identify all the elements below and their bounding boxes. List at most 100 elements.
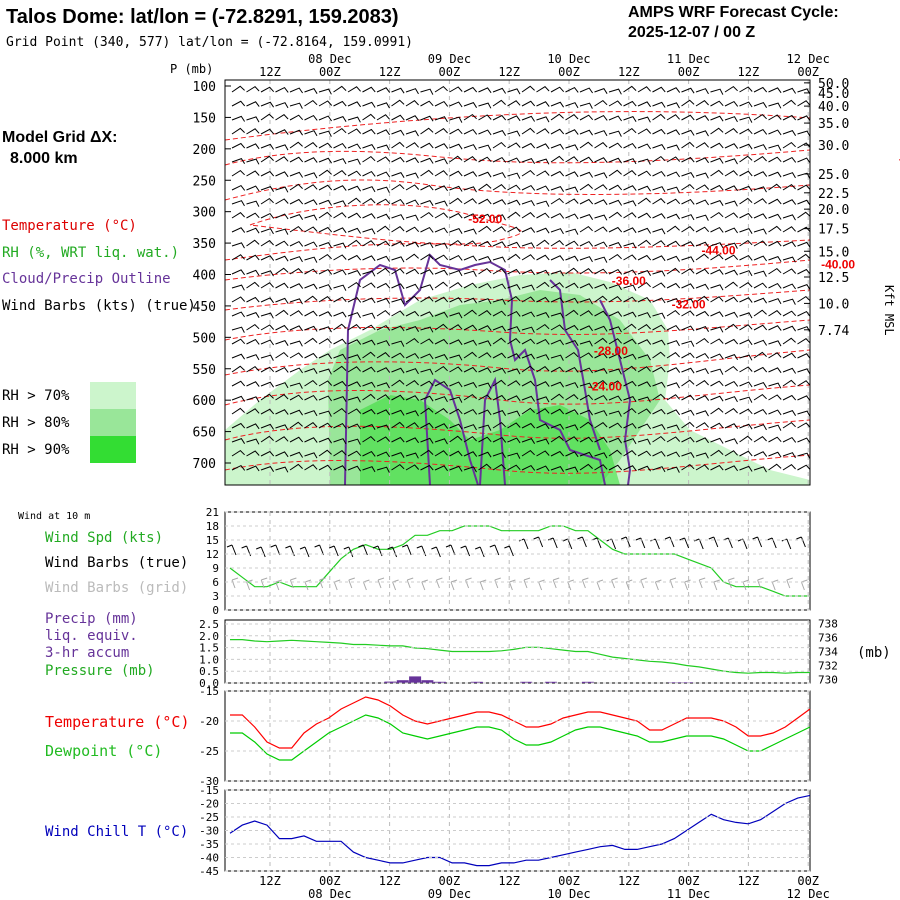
wind-barb xyxy=(782,184,796,191)
wind-barb xyxy=(710,296,724,303)
wind-barb xyxy=(768,240,782,247)
wind-barb xyxy=(463,113,477,121)
wind-barb xyxy=(289,171,304,178)
wind-barb xyxy=(797,422,811,429)
wind-barb xyxy=(376,382,390,389)
wind-barb xyxy=(304,184,318,191)
pressure-tick-label: 300 xyxy=(193,206,216,221)
wind-barb xyxy=(739,381,753,388)
wind-barb xyxy=(768,225,782,233)
wind-barb xyxy=(246,338,260,345)
bottom-hour-label: 00Z xyxy=(797,874,819,888)
wind-barb xyxy=(797,452,811,459)
wind-barb xyxy=(768,255,782,262)
wind-barb xyxy=(710,437,724,444)
wind-barb xyxy=(507,115,521,122)
wind-barb xyxy=(420,157,434,164)
axis-tick-label: -30 xyxy=(199,775,219,788)
wind-barb xyxy=(695,142,709,149)
wind-barb xyxy=(521,395,536,402)
wind-barb xyxy=(362,282,376,289)
wind-barb xyxy=(420,407,434,415)
wind-barb xyxy=(492,256,506,263)
wind-barb xyxy=(739,212,753,219)
wind-barb xyxy=(753,408,768,415)
wind-barb xyxy=(652,466,666,473)
wind-barb xyxy=(710,380,724,387)
legend-barbs-true: Wind Barbs (true) xyxy=(45,555,188,571)
wind-barb xyxy=(666,367,681,373)
wind-barb xyxy=(681,340,695,347)
wind-barb xyxy=(724,353,739,360)
wind-barb xyxy=(492,268,507,275)
wind-barb xyxy=(521,127,535,135)
wind-barb xyxy=(782,114,797,121)
wind-barb xyxy=(362,408,376,415)
height-axis: 50.045.040.0 35.0 30.0 25.0 22.520.0 17.5 15.0… xyxy=(804,77,849,339)
wind-barb xyxy=(768,282,782,289)
wind-barb xyxy=(246,200,260,207)
wind-barb xyxy=(231,269,246,276)
wind-barb xyxy=(391,340,405,347)
wind-barb xyxy=(231,254,245,261)
wind-barb xyxy=(521,326,535,333)
wind-barb xyxy=(420,353,434,360)
axis-tick-label: 21 xyxy=(206,506,219,519)
wind-barb xyxy=(304,464,318,471)
wind-barb xyxy=(449,254,463,261)
wind-barb xyxy=(695,395,710,401)
wind-barb xyxy=(681,298,695,305)
wind-barb xyxy=(768,340,782,347)
wind-barb xyxy=(391,379,405,387)
wind-barb xyxy=(420,127,434,135)
precip-bar xyxy=(544,681,557,683)
cloud-outline-path xyxy=(599,299,632,486)
wind-barb xyxy=(594,464,608,471)
wind-barb xyxy=(405,157,420,164)
wind-barb xyxy=(753,339,768,346)
wind-barb xyxy=(463,228,477,235)
top-hour-label: 12Z xyxy=(618,65,640,79)
wind-barb xyxy=(463,297,478,304)
wind-barb xyxy=(289,310,303,317)
pressure-tick-label: 500 xyxy=(193,331,216,346)
wind-barb xyxy=(652,101,666,108)
wind-barb xyxy=(536,366,550,373)
wind-barb xyxy=(492,325,507,332)
wind-barb xyxy=(652,435,666,443)
wind-barb xyxy=(304,130,318,137)
wind-barb xyxy=(507,172,521,179)
cloud-outline xyxy=(344,253,632,486)
wind-barb xyxy=(710,254,724,261)
wind-barb xyxy=(666,451,681,458)
wind-barb xyxy=(695,214,709,221)
wind-barb xyxy=(304,199,318,206)
wind-barb xyxy=(289,340,303,347)
wind-barb xyxy=(637,143,652,150)
wind-barb xyxy=(710,284,724,291)
wind-barb xyxy=(289,102,303,109)
wind-barb xyxy=(333,395,347,402)
pressure-tick-label: 400 xyxy=(193,269,216,284)
wind-barb xyxy=(492,283,507,290)
td-gridlines xyxy=(269,691,809,781)
wind-barb xyxy=(449,423,463,430)
wind-barb xyxy=(681,87,695,94)
wind-barb xyxy=(768,171,782,178)
wind-barb xyxy=(782,141,796,149)
wind-barb xyxy=(318,284,332,291)
wind-barb xyxy=(521,157,536,164)
wind-barb xyxy=(333,438,347,445)
wind-barb xyxy=(608,241,623,248)
wind-barb xyxy=(797,115,811,122)
wind-barb xyxy=(710,395,724,402)
wind-barb xyxy=(550,339,565,346)
wind-barb xyxy=(753,198,767,205)
legend-wind-barbs: Wind Barbs (kts) (true) xyxy=(2,298,196,314)
precip-bar xyxy=(581,681,594,683)
wind-barb xyxy=(318,464,333,471)
axis-tick-label: -15 xyxy=(199,784,219,797)
wind-barb xyxy=(695,226,710,233)
wind-barb xyxy=(405,310,420,317)
wind-barb xyxy=(260,435,274,443)
